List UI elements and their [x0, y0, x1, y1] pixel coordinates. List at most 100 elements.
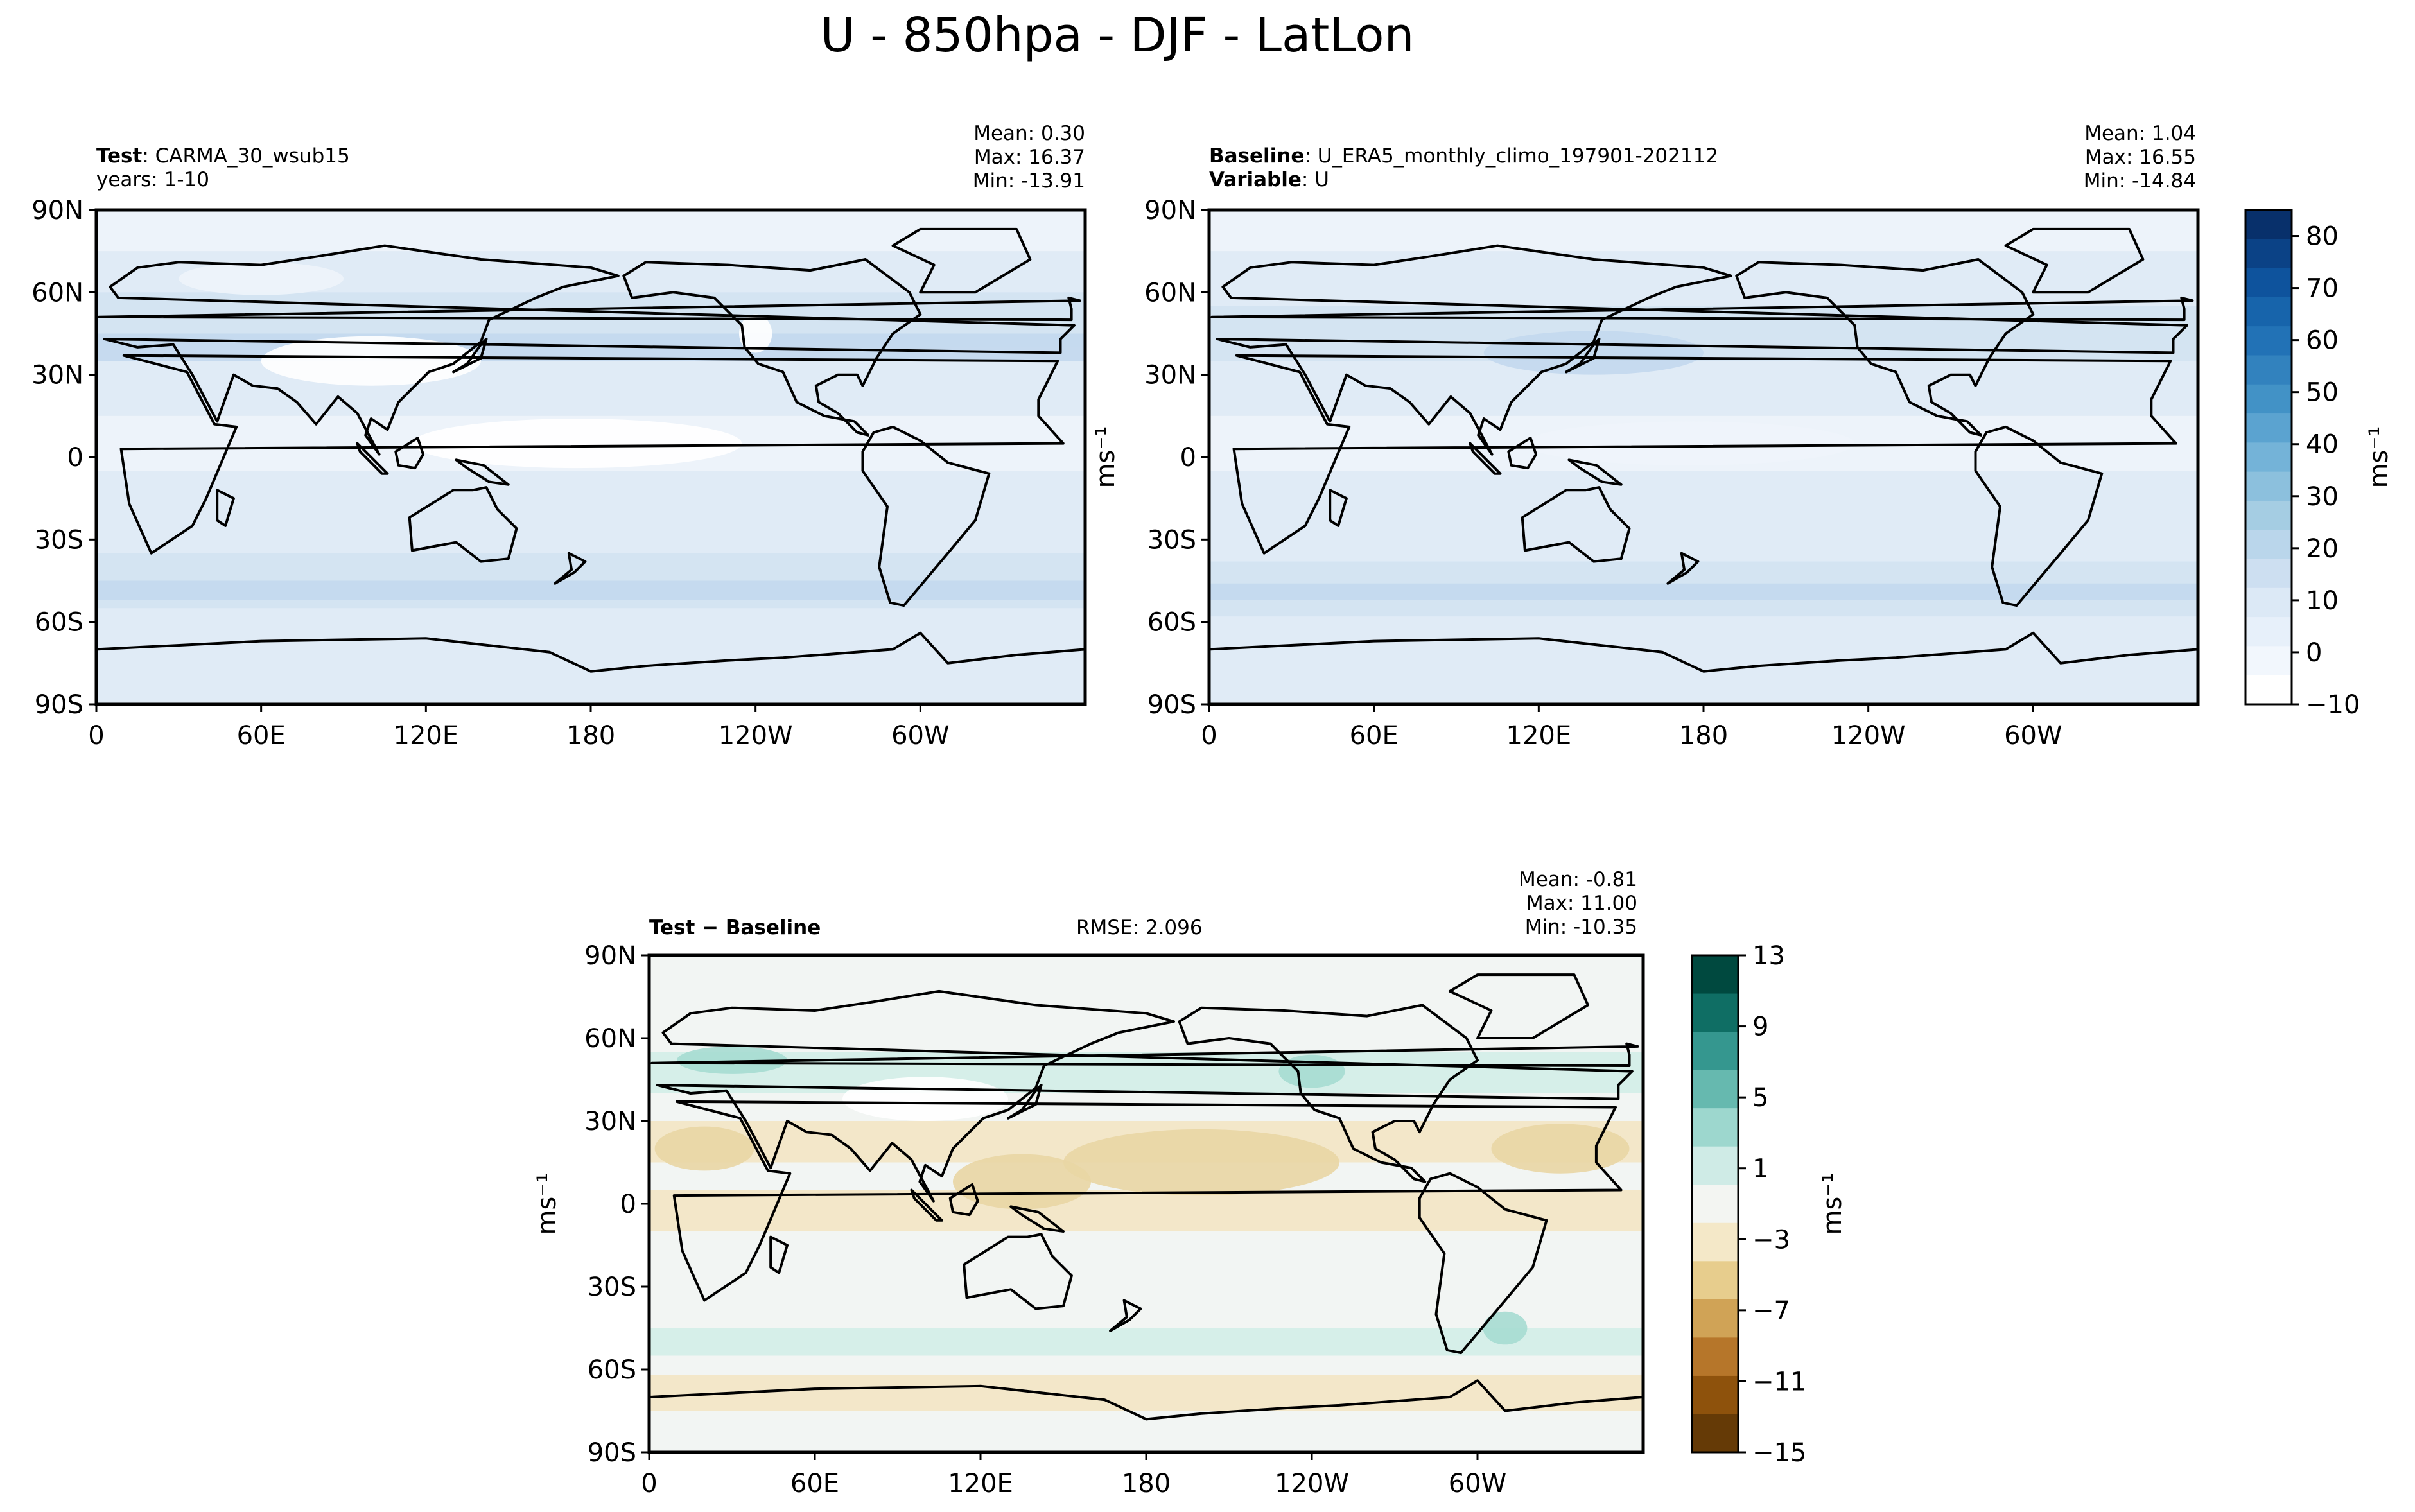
colorbar-main-tick-label: 30 — [2306, 482, 2339, 512]
lat-tick-label: 60S — [588, 1355, 636, 1385]
baseline-max: Max: 16.55 — [2084, 146, 2196, 169]
coastline-nz — [116, 1301, 146, 1331]
colorbar-main-swatch — [2245, 617, 2292, 647]
lat-tick-label: 60N — [31, 278, 83, 308]
baseline-label: Baseline — [1209, 144, 1305, 168]
lat-tick-label: 60N — [1144, 278, 1196, 308]
coastline-australia — [963, 1233, 1073, 1310]
lat-tick-label: 30S — [588, 1273, 636, 1302]
colorbar-diff-swatch — [1692, 1108, 1738, 1147]
colorbar-main: 80 70 60 50 40 30 20 10 0 −10 — [2244, 209, 2360, 720]
coastline-nz — [554, 552, 587, 585]
coastline-borneo — [1507, 437, 1538, 470]
colorbar-diff-tick-label: 13 — [1752, 941, 1785, 971]
diff-band-2 — [649, 1190, 1643, 1231]
diff-blob-2 — [1491, 1124, 1630, 1174]
colorbar-main-swatch — [2245, 646, 2292, 676]
colorbar-main-swatch — [2245, 210, 2292, 240]
colorbar-diff-tick-label: −15 — [1752, 1438, 1806, 1468]
baseline-min: Min: -14.84 — [2083, 169, 2196, 193]
colorbar-main-swatch — [2245, 413, 2292, 444]
diff-info: Test − Baseline — [649, 916, 821, 940]
coastline-nz — [1109, 1299, 1142, 1332]
colorbar-main-swatch — [2245, 268, 2292, 298]
diff-ylabel: ms⁻¹ — [532, 1173, 562, 1235]
diff-blob-5 — [1278, 1054, 1345, 1088]
test-ylabel: ms⁻¹ — [1091, 426, 1120, 489]
diff-blob-1 — [953, 1154, 1091, 1210]
colorbar-main-swatch — [2245, 326, 2292, 356]
coastline-antarctica — [96, 631, 1085, 704]
baseline-coastlines — [1209, 227, 2198, 704]
colorbar-main-swatch — [2245, 559, 2292, 589]
baseline-blob-0 — [1524, 421, 1855, 465]
coastline-africa — [672, 1100, 1623, 1302]
colorbar-main-swatch — [2245, 530, 2292, 560]
coastline-britain — [650, 1042, 1639, 1067]
colorbar-diff-swatch — [1692, 1261, 1738, 1300]
colorbar-main-tick-label: 10 — [2306, 586, 2339, 616]
colorbar-diff-swatch — [1692, 1222, 1738, 1262]
colorbar-diff-swatch — [1692, 1146, 1738, 1186]
test-band-5 — [96, 580, 1085, 600]
colorbar-diff-tick-label: −3 — [1752, 1225, 1790, 1255]
test-years: years: 1-10 — [96, 168, 209, 191]
coastline-eurasia — [1216, 244, 2188, 456]
lat-tick-label: 30S — [1147, 525, 1196, 555]
test-field — [96, 210, 1085, 704]
coastline-japan — [14, 1085, 48, 1118]
coastline-nz — [1666, 552, 1700, 585]
baseline-blob-1 — [1483, 331, 1704, 375]
coastline-madagascar — [216, 489, 235, 527]
colorbar-diff-tick-label: 9 — [1752, 1012, 1768, 1042]
colorbar-diff-swatch — [1692, 1032, 1738, 1071]
coastline-greenland — [891, 227, 1032, 294]
diff-blob-0 — [1063, 1129, 1339, 1196]
colorbar-main-tick-label: 70 — [2306, 274, 2339, 304]
lon-tick-label: 180 — [566, 721, 615, 751]
baseline-variable-label: Variable — [1209, 168, 1302, 191]
test-band-0 — [96, 210, 1085, 252]
coastline-greenland — [1449, 973, 1589, 1039]
colorbar-main-tick-label: −10 — [2306, 690, 2360, 720]
coastline-britain — [1210, 296, 2194, 322]
lon-tick-label: 120W — [719, 721, 793, 751]
baseline-band-0 — [1209, 210, 2198, 252]
coastline-northamerica — [1735, 258, 2035, 437]
coastline-britain — [98, 296, 1081, 322]
figure-title: U - 850hpa - DJF - LatLon — [820, 8, 1415, 63]
coastline-newguinea — [1009, 1205, 1065, 1233]
coastline-northamerica — [622, 258, 922, 437]
colorbar-main-swatch — [2245, 239, 2292, 269]
diff-label: Test − Baseline — [649, 916, 821, 939]
lon-tick-label: 60W — [891, 721, 949, 751]
diff-min: Min: -10.35 — [1524, 916, 1637, 939]
coastline-southamerica — [861, 425, 991, 607]
diff-stats: Mean: -0.81 Max: 11.00 Min: -10.35 — [1381, 868, 1637, 939]
test-info: Test: CARMA_30_wsub15 years: 1-10 — [96, 144, 350, 191]
test-coastlines — [96, 227, 1085, 704]
coastline-madagascar — [1329, 489, 1348, 527]
test-stats: Mean: 0.30 Max: 16.37 Min: -13.91 — [828, 122, 1085, 193]
lon-tick-label: 0 — [1201, 721, 1217, 751]
lat-tick-label: 60S — [1147, 608, 1196, 638]
baseline-field — [1209, 210, 2198, 704]
baseline-info: Baseline: U_ERA5_monthly_climo_197901-20… — [1209, 144, 1719, 191]
colorbar-main-tick-label: 50 — [2306, 378, 2339, 408]
colorbar-main-tick-label: 60 — [2306, 326, 2339, 356]
coastline-japan — [452, 338, 488, 374]
colorbar-main-swatch — [2245, 587, 2292, 618]
baseline-name: U_ERA5_monthly_climo_197901-202112 — [1317, 144, 1719, 168]
baseline-mean: Mean: 1.04 — [2084, 122, 2196, 145]
test-name: CARMA_30_wsub15 — [155, 144, 350, 168]
colorbar-main-swatch — [2245, 675, 2292, 705]
colorbar-main-swatch — [2245, 442, 2292, 473]
colorbar-diff-tick-label: −7 — [1752, 1296, 1790, 1326]
lon-tick-label: 60E — [1350, 721, 1399, 751]
lat-tick-label: 90N — [584, 941, 636, 971]
coastline-australia — [1521, 486, 1631, 563]
diff-max: Max: 11.00 — [1526, 892, 1637, 915]
coastline-sumatra — [1469, 442, 1502, 475]
coastline-japan — [1565, 338, 1601, 374]
